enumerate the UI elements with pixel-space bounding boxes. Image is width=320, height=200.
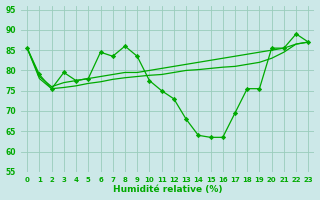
X-axis label: Humidité relative (%): Humidité relative (%)	[113, 185, 222, 194]
